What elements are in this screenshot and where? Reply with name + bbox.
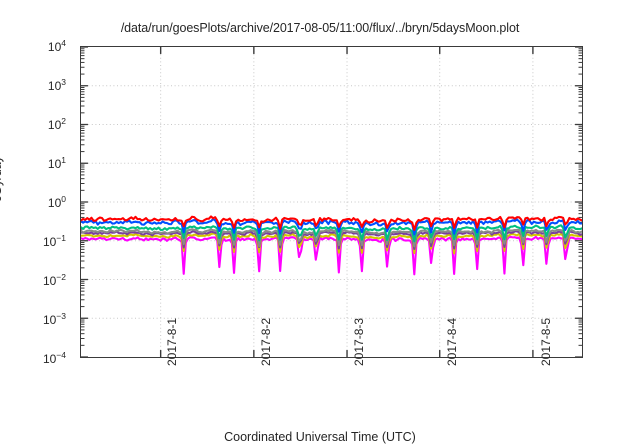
plot-axes <box>80 46 583 358</box>
x-axis-label: Coordinated Universal Time (UTC) <box>224 430 416 444</box>
y-tick-label: 101 <box>47 155 66 171</box>
y-axis-tick-labels: 10−4 10−3 10−2 10−1 100 101 102 103 104 <box>0 0 74 448</box>
series-channel-6 <box>81 233 582 253</box>
series-channel-4 <box>81 229 582 246</box>
x-tick-label: 2017-8-1 <box>164 317 179 366</box>
series-channel-5 <box>81 231 582 249</box>
series-channel-3 <box>81 225 582 241</box>
series-channel-7 <box>81 237 582 275</box>
data-traces <box>81 47 582 357</box>
series-channel-2 <box>81 219 582 234</box>
y-tick-label: 10−2 <box>42 272 66 288</box>
x-tick-label: 2017-8-3 <box>352 317 367 366</box>
y-tick-label: 10−4 <box>42 350 66 366</box>
grid-lines <box>81 47 582 357</box>
x-tick-label: 2017-8-4 <box>445 317 460 366</box>
x-tick-label: 2017-8-2 <box>258 317 273 366</box>
y-axis-label: cGy/day <box>0 156 4 202</box>
y-tick-label: 104 <box>47 38 66 54</box>
y-tick-label: 100 <box>47 194 66 210</box>
y-tick-label: 102 <box>47 116 66 132</box>
x-tick-label: 2017-8-5 <box>538 317 553 366</box>
y-tick-label: 10−3 <box>42 311 66 327</box>
page-title: /data/run/goesPlots/archive/2017-08-05/1… <box>120 21 520 35</box>
series-channel-1 <box>81 216 582 229</box>
y-tick-label: 10−1 <box>42 233 66 249</box>
y-tick-label: 103 <box>47 77 66 93</box>
